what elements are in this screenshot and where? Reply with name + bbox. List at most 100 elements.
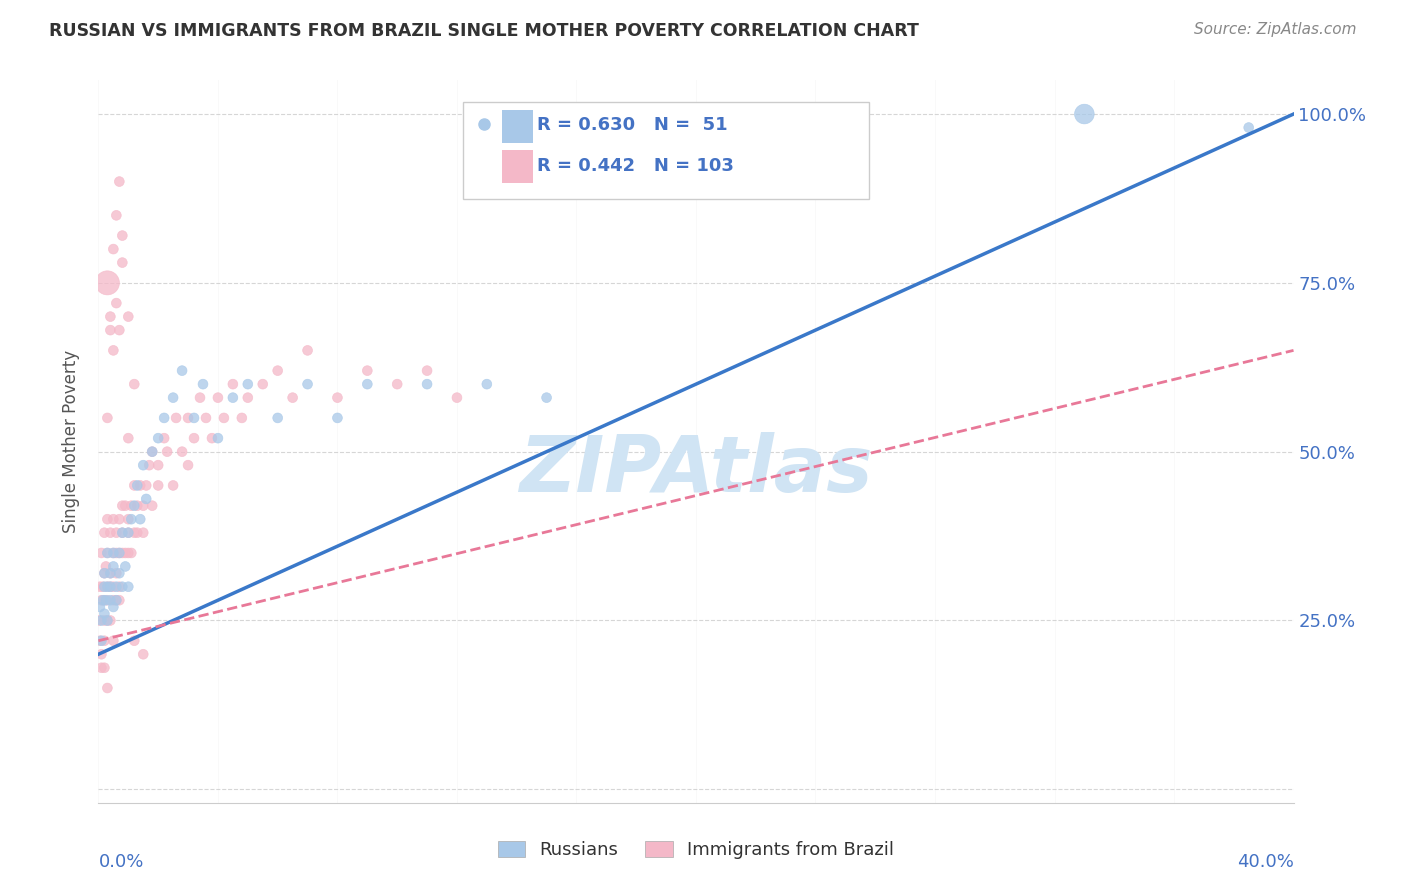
Point	[148, 431, 170, 445]
Point	[201, 431, 224, 445]
Point	[111, 546, 134, 560]
Point	[103, 546, 125, 560]
Point	[117, 525, 139, 540]
Point	[177, 411, 200, 425]
Point	[90, 593, 112, 607]
Point	[96, 411, 118, 425]
Point	[252, 377, 274, 392]
Point	[129, 478, 152, 492]
Point	[326, 391, 349, 405]
FancyBboxPatch shape	[502, 110, 533, 143]
Point	[98, 310, 122, 324]
Point	[124, 525, 146, 540]
Point	[98, 566, 122, 581]
Point	[297, 343, 319, 358]
Text: 0.0%: 0.0%	[98, 854, 143, 871]
Point	[1237, 120, 1260, 135]
Point	[93, 633, 115, 648]
Point	[153, 431, 176, 445]
Point	[96, 614, 118, 628]
Point	[416, 377, 439, 392]
Point	[91, 593, 114, 607]
Point	[141, 444, 163, 458]
Point	[111, 525, 134, 540]
Point	[103, 512, 125, 526]
Point	[98, 525, 122, 540]
Point	[90, 546, 112, 560]
Point	[120, 499, 142, 513]
Point	[1073, 107, 1095, 121]
Point	[96, 512, 118, 526]
Point	[267, 364, 290, 378]
Point	[222, 391, 245, 405]
Point	[177, 458, 200, 472]
Point	[105, 593, 128, 607]
Point	[90, 614, 112, 628]
Point	[236, 391, 259, 405]
Point	[326, 411, 349, 425]
Point	[98, 580, 122, 594]
Point	[148, 458, 170, 472]
Point	[135, 491, 157, 506]
Text: ZIPAtlas: ZIPAtlas	[519, 433, 873, 508]
Point	[153, 411, 176, 425]
Point	[93, 607, 115, 621]
Point	[111, 525, 134, 540]
Point	[127, 478, 149, 492]
Point	[98, 614, 122, 628]
Text: R = 0.442   N = 103: R = 0.442 N = 103	[537, 156, 734, 175]
Point	[207, 431, 229, 445]
Point	[132, 458, 155, 472]
Point	[108, 175, 131, 189]
Point	[117, 512, 139, 526]
Point	[141, 444, 163, 458]
Point	[98, 566, 122, 581]
Point	[96, 681, 118, 695]
Point	[114, 559, 136, 574]
Point	[90, 647, 112, 661]
Text: 40.0%: 40.0%	[1237, 854, 1294, 871]
Point	[183, 431, 205, 445]
Point	[297, 377, 319, 392]
Point	[138, 458, 160, 472]
Point	[231, 411, 253, 425]
Point	[162, 391, 184, 405]
Point	[188, 391, 211, 405]
Point	[195, 411, 218, 425]
Point	[96, 593, 118, 607]
Point	[96, 580, 118, 594]
Point	[94, 559, 117, 574]
Point	[236, 377, 259, 392]
Point	[127, 499, 149, 513]
Point	[117, 431, 139, 445]
Point	[89, 580, 111, 594]
Point	[475, 377, 498, 392]
Point	[156, 444, 179, 458]
Point	[105, 593, 128, 607]
Text: R = 0.630   N =  51: R = 0.630 N = 51	[537, 116, 728, 134]
Point	[96, 546, 118, 560]
Point	[207, 391, 229, 405]
Point	[132, 499, 155, 513]
Point	[108, 566, 131, 581]
Point	[98, 580, 122, 594]
Point	[124, 478, 146, 492]
Point	[281, 391, 304, 405]
Point	[103, 242, 125, 256]
Point	[120, 546, 142, 560]
Point	[93, 614, 115, 628]
Point	[105, 208, 128, 222]
Point	[117, 580, 139, 594]
Point	[446, 391, 468, 405]
Point	[127, 525, 149, 540]
Y-axis label: Single Mother Poverty: Single Mother Poverty	[62, 350, 80, 533]
Point	[103, 343, 125, 358]
Point	[103, 580, 125, 594]
Point	[124, 633, 146, 648]
Point	[165, 411, 187, 425]
Point	[108, 593, 131, 607]
Point	[89, 614, 111, 628]
Text: RUSSIAN VS IMMIGRANTS FROM BRAZIL SINGLE MOTHER POVERTY CORRELATION CHART: RUSSIAN VS IMMIGRANTS FROM BRAZIL SINGLE…	[49, 22, 920, 40]
Point	[212, 411, 235, 425]
Point	[105, 296, 128, 310]
